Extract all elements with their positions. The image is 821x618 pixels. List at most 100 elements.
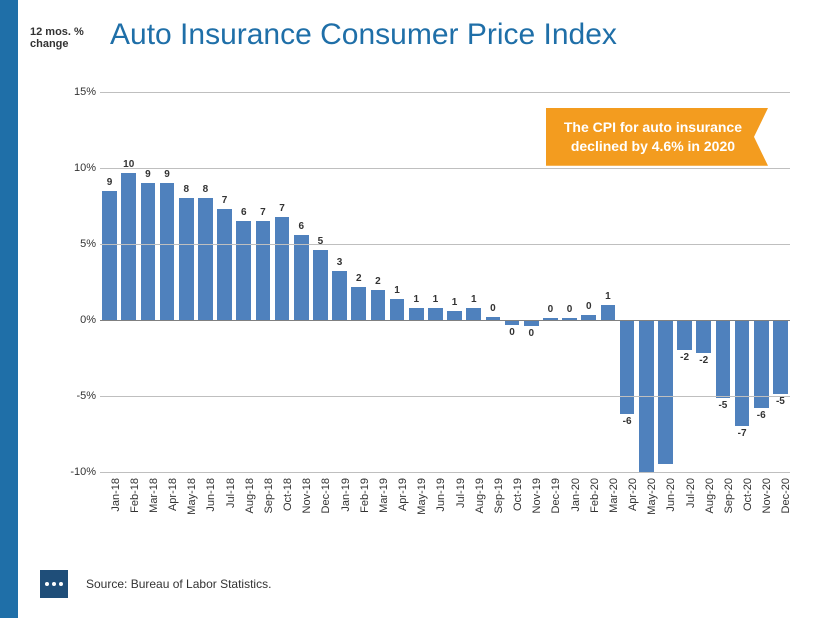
bar-value-label: 1	[388, 285, 407, 296]
x-axis: Jan-18Feb-18Mar-18Apr-18May-18Jun-18Jul-…	[100, 472, 790, 552]
x-tick-label: Jul-19	[455, 478, 467, 508]
bar	[658, 320, 673, 464]
bar-value-label: 6	[234, 207, 253, 218]
bar	[121, 173, 136, 320]
bar	[677, 320, 692, 350]
x-tick-label: Mar-20	[608, 478, 620, 513]
x-tick-label: Jun-20	[665, 478, 677, 512]
x-tick-label: Feb-19	[359, 478, 371, 513]
bar-value-label: 1	[407, 294, 426, 305]
bar	[428, 308, 443, 320]
gridline	[100, 168, 790, 169]
bar-value-label: 9	[100, 177, 119, 188]
y-tick-label: 0%	[80, 314, 96, 326]
bar	[294, 235, 309, 320]
x-tick-label: Aug-18	[244, 478, 256, 513]
bar-slot: 1	[426, 92, 445, 472]
bar-value-label: 0	[560, 304, 579, 315]
bar	[390, 299, 405, 320]
x-tick-label: Apr-20	[627, 478, 639, 511]
bar-slot: 0	[541, 92, 560, 472]
bar-value-label: 0	[541, 304, 560, 315]
bars-container: 9109988767765322111110000001-6-2-2-5-7-6…	[100, 92, 790, 472]
x-tick-label: Jul-20	[685, 478, 697, 508]
bar	[217, 209, 232, 320]
x-tick-label: Oct-20	[742, 478, 754, 511]
x-tick-label: Feb-20	[589, 478, 601, 513]
x-tick-label: Oct-19	[512, 478, 524, 511]
x-tick-label: Sep-18	[263, 478, 275, 513]
bar-slot: 8	[196, 92, 215, 472]
bar-slot: 10	[119, 92, 138, 472]
bar	[102, 191, 117, 320]
x-tick-label: Sep-20	[723, 478, 735, 513]
bar-slot: 2	[368, 92, 387, 472]
bar	[735, 320, 750, 426]
bar-slot: 1	[598, 92, 617, 472]
x-tick-label: Dec-19	[550, 478, 562, 513]
bar-slot: 1	[388, 92, 407, 472]
bar-value-label: -2	[675, 352, 694, 363]
bar-slot: -6	[618, 92, 637, 472]
x-tick-label: Jul-18	[225, 478, 237, 508]
bar	[275, 217, 290, 320]
y-tick-label: -10%	[70, 466, 96, 478]
bar-slot: 5	[311, 92, 330, 472]
x-tick-label: Mar-18	[148, 478, 160, 513]
x-tick-label: Mar-19	[378, 478, 390, 513]
bar-value-label: 1	[426, 294, 445, 305]
bar-slot	[637, 92, 656, 472]
gridline	[100, 92, 790, 93]
bar-value-label: 8	[196, 184, 215, 195]
footer: Source: Bureau of Labor Statistics.	[40, 570, 271, 598]
bar	[141, 183, 156, 320]
bar-slot: -6	[752, 92, 771, 472]
bar-slot: 0	[560, 92, 579, 472]
bar	[447, 311, 462, 320]
bar	[696, 320, 711, 353]
bar-slot: 6	[292, 92, 311, 472]
x-tick-label: Feb-18	[129, 478, 141, 513]
bar-value-label: 9	[158, 169, 177, 180]
bar-value-label: -5	[771, 396, 790, 407]
y-tick-label: 15%	[74, 86, 96, 98]
bar-value-label: 3	[330, 257, 349, 268]
x-tick-label: Jun-19	[435, 478, 447, 512]
x-tick-label: Nov-19	[531, 478, 543, 513]
bar-slot: -5	[771, 92, 790, 472]
bar-value-label: 1	[598, 291, 617, 302]
x-tick-label: Oct-18	[282, 478, 294, 511]
bar-value-label: 0	[579, 301, 598, 312]
x-tick-label: Apr-19	[397, 478, 409, 511]
bar-slot: 8	[177, 92, 196, 472]
bar-value-label: 0	[522, 328, 541, 339]
bar-slot: 9	[100, 92, 119, 472]
y-axis-title: 12 mos. %change	[30, 26, 84, 50]
x-tick-label: Jan-18	[110, 478, 122, 512]
logo-icon	[40, 570, 68, 598]
bar-slot: 0	[483, 92, 502, 472]
source-text: Source: Bureau of Labor Statistics.	[86, 577, 271, 591]
bar	[716, 320, 731, 398]
bar-slot: 0	[522, 92, 541, 472]
bar	[409, 308, 424, 320]
bar-slot: 0	[579, 92, 598, 472]
x-tick-label: Sep-19	[493, 478, 505, 513]
y-tick-label: 10%	[74, 162, 96, 174]
x-tick-label: Nov-18	[301, 478, 313, 513]
bar-slot: -5	[713, 92, 732, 472]
x-tick-label: Dec-20	[780, 478, 792, 513]
bar	[754, 320, 769, 408]
bar	[773, 320, 788, 394]
bar	[179, 198, 194, 320]
x-tick-label: Nov-20	[761, 478, 773, 513]
bar-slot: 3	[330, 92, 349, 472]
x-tick-label: May-19	[416, 478, 428, 515]
bar	[601, 305, 616, 320]
x-tick-label: Jan-20	[570, 478, 582, 512]
bar-value-label: -2	[694, 355, 713, 366]
bar	[620, 320, 635, 414]
x-tick-label: Dec-18	[320, 478, 332, 513]
bar-value-label: 1	[445, 297, 464, 308]
bar	[332, 271, 347, 320]
